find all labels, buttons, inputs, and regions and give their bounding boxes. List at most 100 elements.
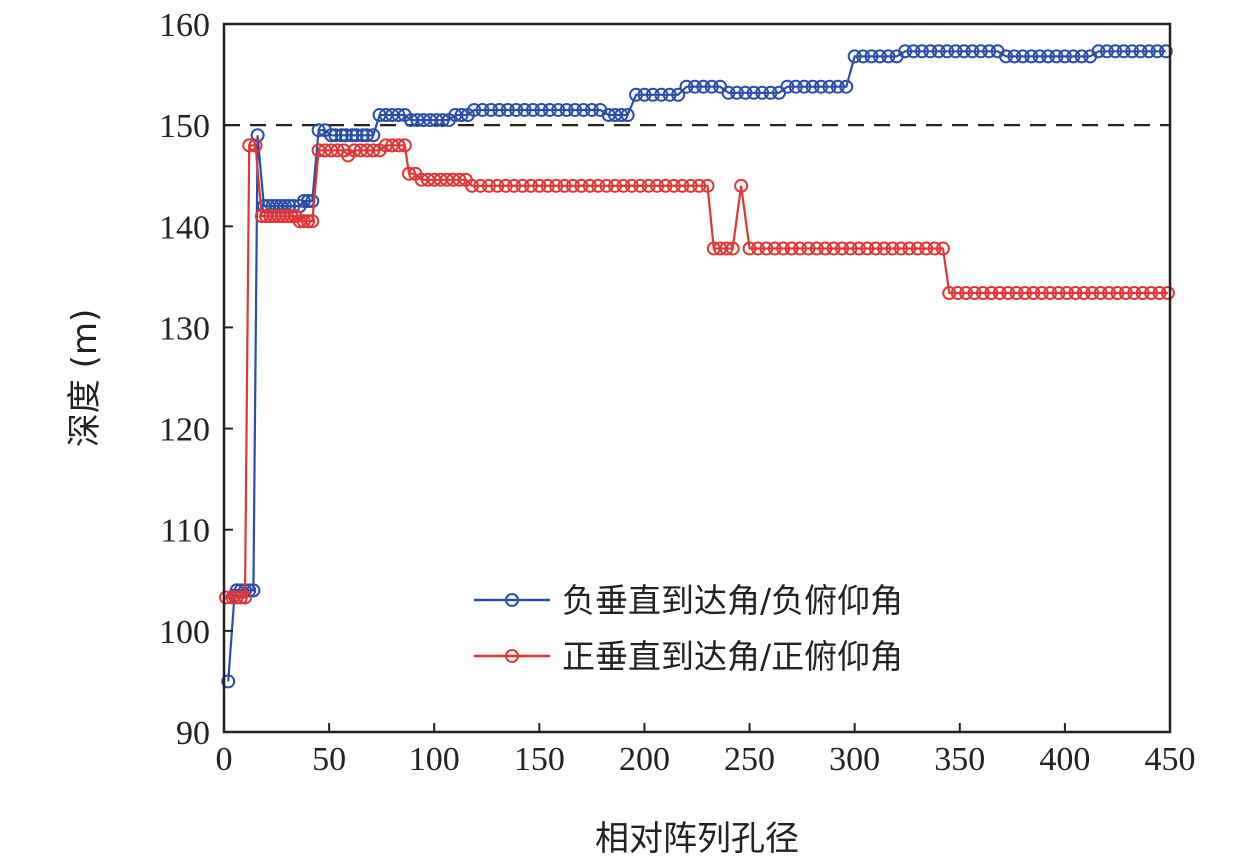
data-point (1127, 286, 1142, 301)
x-axis-title: 相对阵列孔径 (595, 819, 799, 859)
data-point (391, 108, 406, 123)
data-point (725, 241, 740, 256)
data-point (1150, 44, 1165, 59)
data-point (700, 178, 715, 193)
data-point (1158, 44, 1173, 59)
y-tick-label: 160 (159, 7, 210, 44)
data-point (526, 102, 541, 117)
data-point (809, 241, 824, 256)
data-point (914, 44, 929, 59)
data-point (872, 49, 887, 64)
data-point (1091, 44, 1106, 59)
series-line (226, 144, 1168, 599)
data-point (467, 102, 482, 117)
data-point (982, 44, 997, 59)
data-point (704, 79, 719, 94)
x-tick-label: 100 (409, 741, 460, 778)
data-point (1099, 44, 1114, 59)
data-point (797, 79, 812, 94)
data-point (633, 178, 648, 193)
data-point (975, 286, 990, 301)
data-point (296, 194, 311, 208)
x-tick-label: 200 (619, 741, 670, 778)
data-point (338, 128, 353, 143)
data-point (1160, 286, 1175, 301)
data-point (557, 178, 572, 193)
data-point (328, 128, 343, 143)
data-point (645, 87, 660, 102)
data-point (776, 241, 791, 256)
data-point (1141, 44, 1156, 59)
data-point (1057, 49, 1072, 64)
data-point (507, 178, 522, 193)
data-point (641, 178, 656, 193)
data-point (1015, 49, 1030, 64)
data-point (238, 590, 253, 605)
data-point (296, 214, 311, 229)
data-point (992, 286, 1007, 301)
data-point (582, 178, 597, 193)
data-point (559, 102, 574, 117)
data-point (490, 178, 505, 193)
data-point (334, 128, 349, 143)
data-point (931, 44, 946, 59)
data-point (1102, 286, 1117, 301)
data-point (805, 79, 820, 94)
data-point (1085, 286, 1100, 301)
x-tick-label: 300 (829, 741, 880, 778)
data-point (1108, 44, 1123, 59)
data-point (658, 178, 673, 193)
data-point (551, 102, 566, 117)
series-positive (219, 138, 1175, 605)
data-point (729, 85, 744, 100)
data-point (542, 102, 557, 117)
data-point (906, 44, 921, 59)
data-point (666, 178, 681, 193)
data-point (229, 590, 244, 605)
data-point (956, 44, 971, 59)
data-point (1152, 286, 1167, 301)
data-point (734, 178, 749, 193)
data-point (965, 44, 980, 59)
x-tick-label: 400 (1039, 741, 1090, 778)
data-point (233, 590, 248, 605)
data-point (864, 49, 879, 64)
data-point (1110, 286, 1125, 301)
x-tick-label: 50 (312, 741, 346, 778)
data-point (629, 87, 644, 102)
data-point (830, 79, 845, 94)
legend-marker-negative (505, 593, 519, 607)
data-point (435, 113, 450, 128)
data-point (1093, 286, 1108, 301)
data-point (305, 194, 320, 208)
data-point (967, 286, 982, 301)
data-point (692, 178, 707, 193)
data-point (498, 178, 513, 193)
data-point (517, 102, 532, 117)
data-point (750, 241, 765, 256)
data-point (679, 79, 694, 94)
series-layer (219, 44, 1175, 689)
data-point (568, 102, 583, 117)
data-point (1009, 286, 1024, 301)
data-point (746, 85, 761, 100)
data-point (250, 128, 265, 143)
data-point (1116, 44, 1131, 59)
y-tick-label: 140 (159, 209, 210, 246)
data-point (738, 85, 753, 100)
data-point (784, 241, 799, 256)
data-point (1135, 286, 1150, 301)
data-point (574, 178, 589, 193)
data-point (246, 583, 261, 598)
data-point (481, 178, 496, 193)
data-point (282, 199, 297, 214)
data-point (1001, 286, 1016, 301)
data-point (1074, 49, 1089, 64)
data-point (927, 241, 942, 256)
data-point (973, 44, 988, 59)
x-tick-label: 350 (934, 741, 985, 778)
data-point (492, 102, 507, 117)
data-point (591, 178, 606, 193)
data-point (540, 178, 555, 193)
data-point (1068, 286, 1083, 301)
